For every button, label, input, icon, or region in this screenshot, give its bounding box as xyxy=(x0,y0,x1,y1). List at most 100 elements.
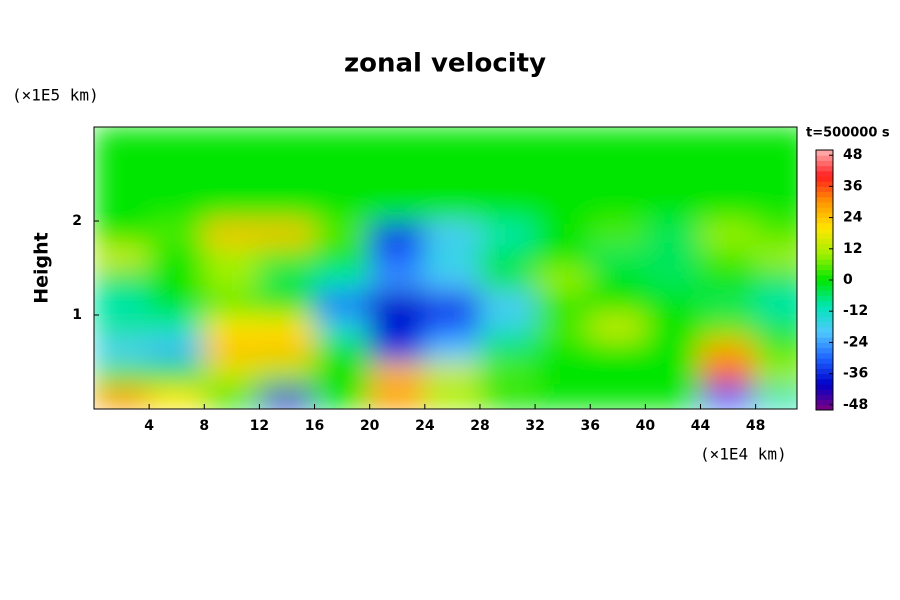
field-cell xyxy=(755,150,797,175)
colorbar-band xyxy=(816,248,833,255)
field-cell xyxy=(589,267,646,292)
field-cell xyxy=(258,244,316,269)
field-cell xyxy=(203,150,260,175)
field-cell xyxy=(755,291,797,316)
colorbar-tick-label: 12 xyxy=(843,241,862,257)
colorbar-band xyxy=(816,150,833,156)
x-tick-label: 8 xyxy=(199,418,209,434)
field-cell xyxy=(369,244,426,269)
x-tick-label: 24 xyxy=(415,418,435,434)
field-cell xyxy=(479,314,536,339)
colorbar-band xyxy=(816,389,833,395)
field-cell xyxy=(424,150,481,175)
colorbar-band xyxy=(816,378,833,385)
colorbar-band xyxy=(816,259,833,265)
field-cell xyxy=(700,220,757,245)
field-cell xyxy=(94,314,150,339)
field-cell xyxy=(424,361,481,386)
field-cell xyxy=(644,220,702,245)
colorbar-tick-label: -12 xyxy=(843,303,868,319)
x-tick-label: 48 xyxy=(746,418,765,434)
field-cell xyxy=(258,173,316,198)
field-cell xyxy=(314,385,371,409)
field-cell xyxy=(479,385,536,409)
field-cell xyxy=(534,197,591,222)
field-cell xyxy=(424,385,481,409)
colorbar-band xyxy=(816,358,833,364)
field-cell xyxy=(369,361,426,386)
y-tick-label: 2 xyxy=(72,213,82,229)
field-cell xyxy=(94,173,150,198)
field-cell xyxy=(314,127,371,151)
field-cell xyxy=(644,127,702,151)
field-cell xyxy=(589,197,646,222)
field-cell xyxy=(479,220,536,245)
field-cell xyxy=(369,220,426,245)
field-cell xyxy=(258,127,316,151)
colorbar-band xyxy=(816,222,833,229)
colorbar-tick-label: -24 xyxy=(843,334,869,350)
field-cell xyxy=(479,150,536,175)
colorbar-band xyxy=(816,373,833,380)
field-cell xyxy=(424,173,481,198)
field-cell xyxy=(700,173,757,198)
field-cell xyxy=(148,338,205,363)
colorbar-tick-label: -48 xyxy=(843,397,868,413)
field-cell xyxy=(369,150,426,175)
colorbar-band xyxy=(816,269,833,276)
x-tick-label: 4 xyxy=(144,418,154,434)
field-cell xyxy=(424,338,481,363)
colorbar-band xyxy=(816,186,833,193)
field-cell xyxy=(644,150,702,175)
field-cell xyxy=(589,220,646,245)
field-cell xyxy=(369,291,426,316)
field-cell xyxy=(534,314,591,339)
field-cell xyxy=(644,267,702,292)
colorbar-band xyxy=(816,399,833,406)
colorbar-band xyxy=(816,321,833,328)
field-cell xyxy=(258,338,316,363)
colorbar-band xyxy=(816,254,833,260)
field-cell xyxy=(314,197,371,222)
field-cell xyxy=(700,361,757,386)
field-cell xyxy=(148,173,205,198)
field-cell xyxy=(314,173,371,198)
field-cell xyxy=(534,267,591,292)
field-cell xyxy=(314,244,371,269)
colorbar-band xyxy=(816,332,833,338)
field-cell xyxy=(424,314,481,339)
field-cell xyxy=(534,244,591,269)
y-tick-label: 1 xyxy=(72,307,82,323)
colorbar-band xyxy=(816,264,833,271)
field-cell xyxy=(755,173,797,198)
field-cell xyxy=(424,127,481,151)
field-cell xyxy=(148,385,205,409)
field-cell xyxy=(700,127,757,151)
field-cell xyxy=(369,127,426,151)
field-cell xyxy=(534,150,591,175)
field-cell xyxy=(589,361,646,386)
colorbar-tick-label: -36 xyxy=(843,366,868,382)
colorbar-band xyxy=(816,191,833,198)
field-cell xyxy=(534,220,591,245)
colorbar-tick-label: 24 xyxy=(843,210,863,226)
field-cell xyxy=(148,267,205,292)
field-cell xyxy=(203,314,260,339)
field-cell xyxy=(94,291,150,316)
field-cell xyxy=(589,314,646,339)
field-cell xyxy=(203,267,260,292)
x-tick-label: 32 xyxy=(525,418,544,434)
field-cell xyxy=(94,127,150,151)
colorbar-band xyxy=(816,196,833,203)
colorbar-band xyxy=(816,207,833,213)
field-cell xyxy=(314,361,371,386)
field-cell xyxy=(755,127,797,151)
field-cell xyxy=(148,197,205,222)
field-cell xyxy=(148,361,205,386)
field-cell xyxy=(700,244,757,269)
field-cell xyxy=(424,267,481,292)
field-cell xyxy=(369,197,426,222)
colorbar-band xyxy=(816,165,833,172)
field-cell xyxy=(203,361,260,386)
